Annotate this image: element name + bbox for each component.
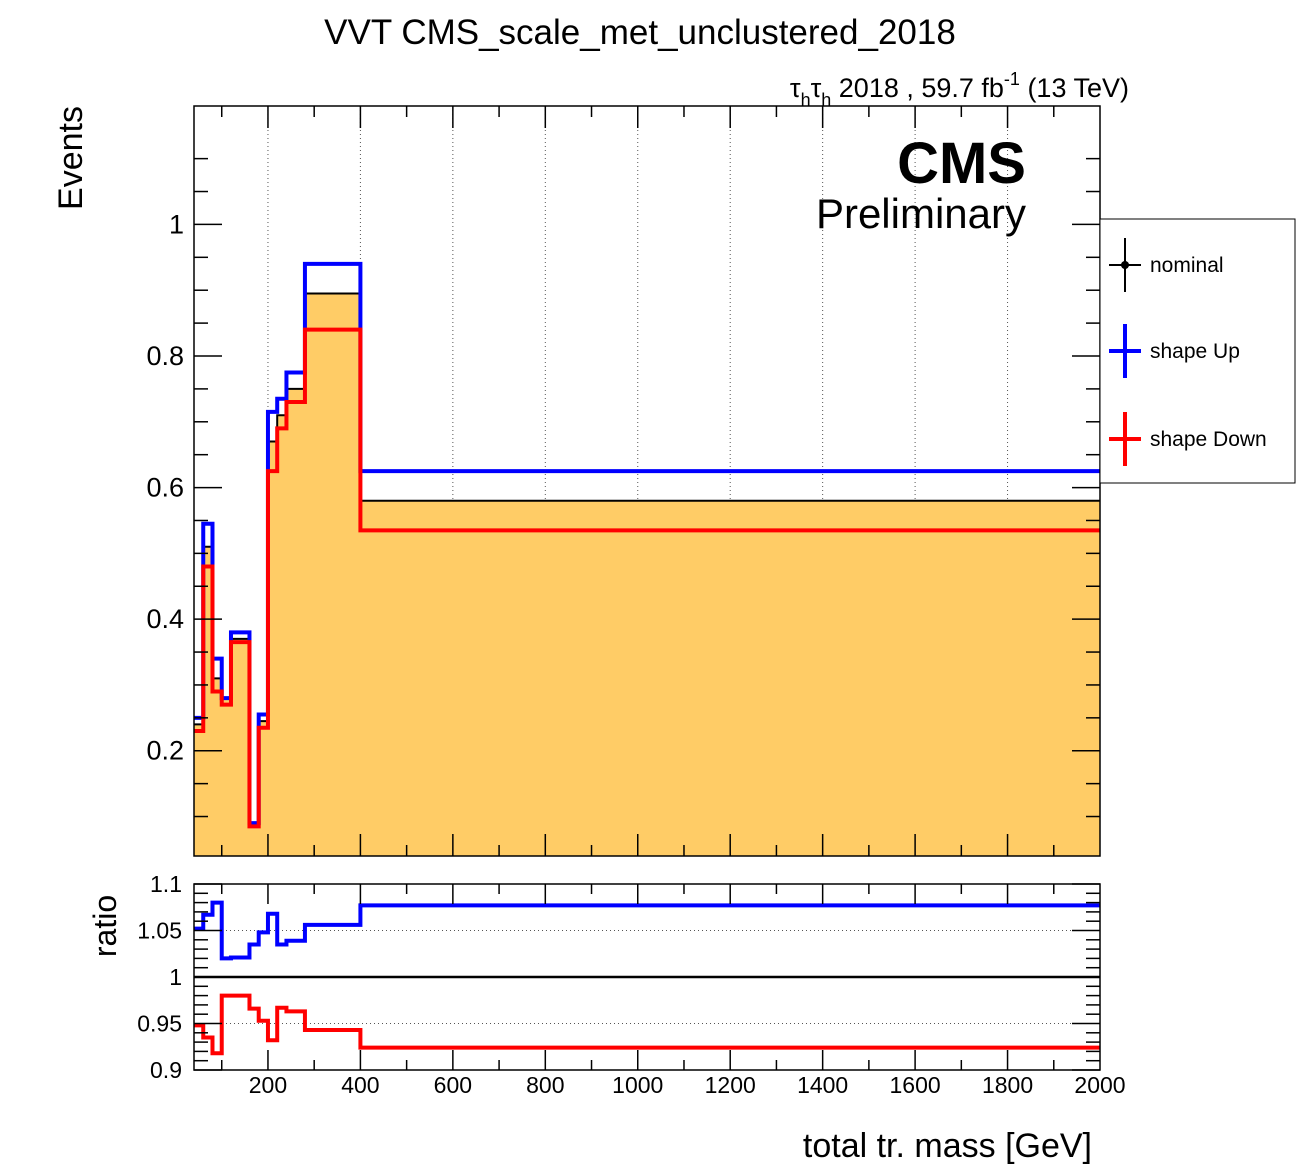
x-tick-label: 200 [249,1072,287,1098]
ratio-y-tick-label: 1.1 [150,871,182,897]
main-y-tick-label: 0.4 [146,604,184,634]
x-tick-label: 1000 [612,1072,663,1098]
series-line-shape-up [194,261,1100,826]
lumi-label: τhτh 2018 , 59.7 fb-1 (13 TeV) [790,69,1129,110]
ratio-line-shape-down [194,993,1100,1056]
lumi-channel-sub-1: h [801,90,811,110]
main-y-tick-label: 1 [169,209,184,239]
x-tick-label: 2000 [1074,1072,1125,1098]
lumi-channel-tau-1: τ [790,73,801,103]
nominal-fill-area [194,293,1100,856]
series-line-shape-down [194,327,1100,829]
main-y-axis-label: Events [52,106,90,210]
legend-entries: nominal shape Up shape Down [1109,238,1267,466]
legend-marker [1121,261,1129,269]
ratio-y-axis-label: ratio [87,895,123,957]
legend: nominal shape Up shape Down [1099,218,1296,484]
lumi-channel-tau-2: τ [811,73,822,103]
lumi-superscript: -1 [1004,69,1020,89]
x-tick-label: 1600 [890,1072,941,1098]
main-y-tick-label: 0.2 [146,736,184,766]
x-tick-label: 400 [341,1072,379,1098]
ratio-panel: 0.9 0.95 1 1.05 1.1 200 400 600 800 1000 1200 1400 1… [87,871,1126,1165]
ratio-y-tick-label: 1 [169,964,182,990]
legend-label: shape Down [1150,428,1267,451]
cms-sublabel: Preliminary [816,190,1026,237]
ratio-ticks: 0.9 0.95 1 1.05 1.1 200 400 600 800 1000 1200 1400 1… [137,871,1125,1098]
main-y-tick-label: 0.6 [146,473,184,503]
ratio-y-tick-label: 0.9 [150,1057,182,1083]
x-tick-label: 1400 [797,1072,848,1098]
ratio-y-tick-label: 1.05 [137,918,182,944]
x-axis-label: total tr. mass [GeV] [803,1127,1092,1165]
main-y-tick-label: 0.8 [146,341,184,371]
ratio-line-shape-up [194,900,1100,961]
chart-title: VVT CMS_scale_met_unclustered_2018 [324,13,956,52]
main-panel: 0.2 0.4 0.6 0.8 1 Events CMS Preliminary [52,105,1101,857]
legend-label: nominal [1150,254,1224,277]
legend-label: shape Up [1150,340,1240,363]
lumi-text-end: (13 TeV) [1020,73,1129,103]
ratio-grid [194,930,1100,1024]
x-tick-label: 1800 [982,1072,1033,1098]
lumi-channel-sub-2: h [821,90,831,110]
main-ticks: 0.2 0.4 0.6 0.8 1 [146,106,1100,856]
lumi-text-mid: 2018 , 59.7 fb [831,73,1004,103]
x-tick-label: 600 [434,1072,472,1098]
x-tick-label: 1200 [705,1072,756,1098]
x-tick-label: 800 [526,1072,564,1098]
cms-label: CMS [897,131,1026,196]
ratio-plot-frame [193,883,1101,1071]
ratio-y-tick-label: 0.95 [137,1011,182,1037]
